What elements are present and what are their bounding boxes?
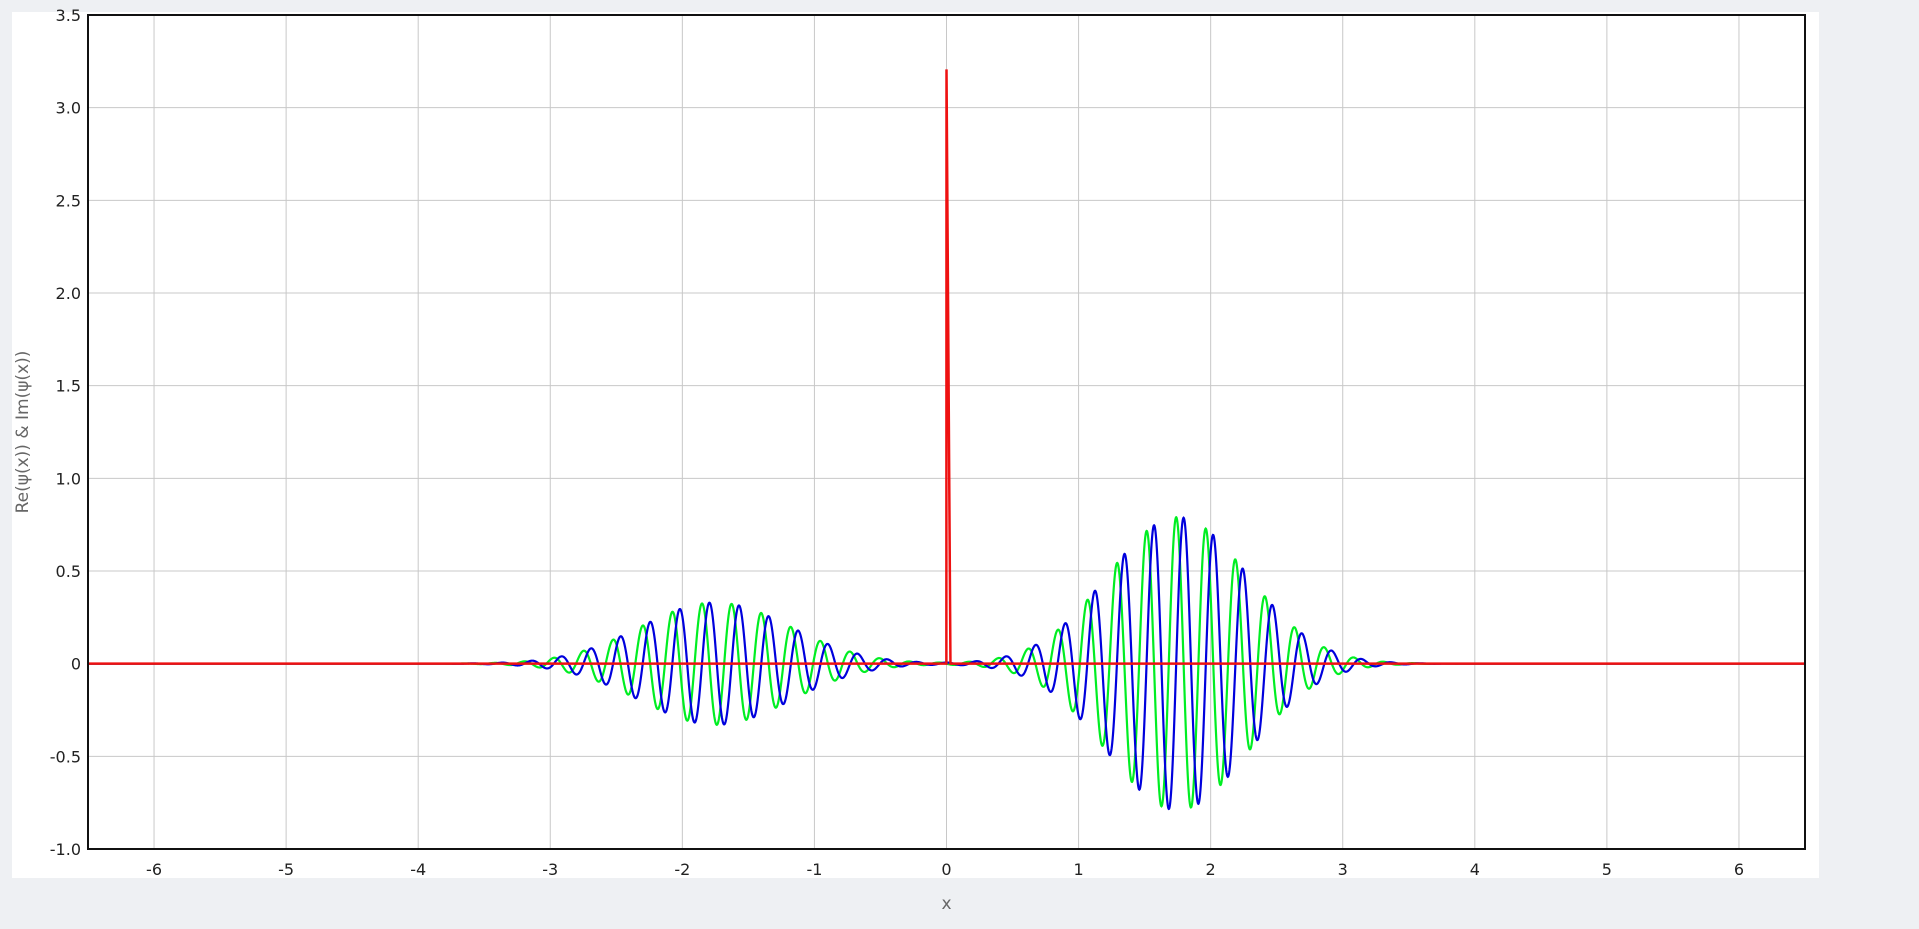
y-axis: -1.0 -0.5 0 0.5 1.0 1.5 2.0 2.5 3.0 3.5 <box>50 6 81 859</box>
x-tick-label: -1 <box>806 860 822 879</box>
plot-card <box>12 12 1819 878</box>
y-tick-label: -1.0 <box>50 840 81 859</box>
x-tick-label: -2 <box>674 860 690 879</box>
y-tick-label: 3.5 <box>56 6 81 25</box>
x-tick-label: 4 <box>1470 860 1480 879</box>
x-axis: -6 -5 -4 -3 -2 -1 0 1 2 3 4 5 6 <box>146 860 1744 879</box>
y-tick-label: 1.5 <box>56 377 81 396</box>
y-tick-label: 0 <box>71 655 81 674</box>
series-potential <box>88 69 1805 665</box>
y-tick-label: 0.5 <box>56 562 81 581</box>
y-tick-label: -0.5 <box>50 747 81 766</box>
x-tick-label: -6 <box>146 860 162 879</box>
x-tick-label: 0 <box>941 860 951 879</box>
plot-frame <box>87 14 1806 850</box>
x-tick-label: 2 <box>1206 860 1216 879</box>
x-axis-title: x <box>941 894 951 914</box>
x-tick-label: 3 <box>1338 860 1348 879</box>
y-axis-title: Re(ψ(x)) & Im(ψ(x)) <box>13 351 33 514</box>
series-layer <box>88 69 1805 811</box>
x-tick-label: -5 <box>278 860 294 879</box>
x-tick-label: 1 <box>1073 860 1083 879</box>
y-tick-label: 1.0 <box>56 469 81 488</box>
x-tick-label: -3 <box>542 860 558 879</box>
x-tick-label: -4 <box>410 860 426 879</box>
x-tick-label: 5 <box>1602 860 1612 879</box>
y-tick-label: 2.0 <box>56 284 81 303</box>
y-tick-label: 2.5 <box>56 191 81 210</box>
x-tick-label: 6 <box>1734 860 1744 879</box>
y-tick-label: 3.0 <box>56 99 81 118</box>
